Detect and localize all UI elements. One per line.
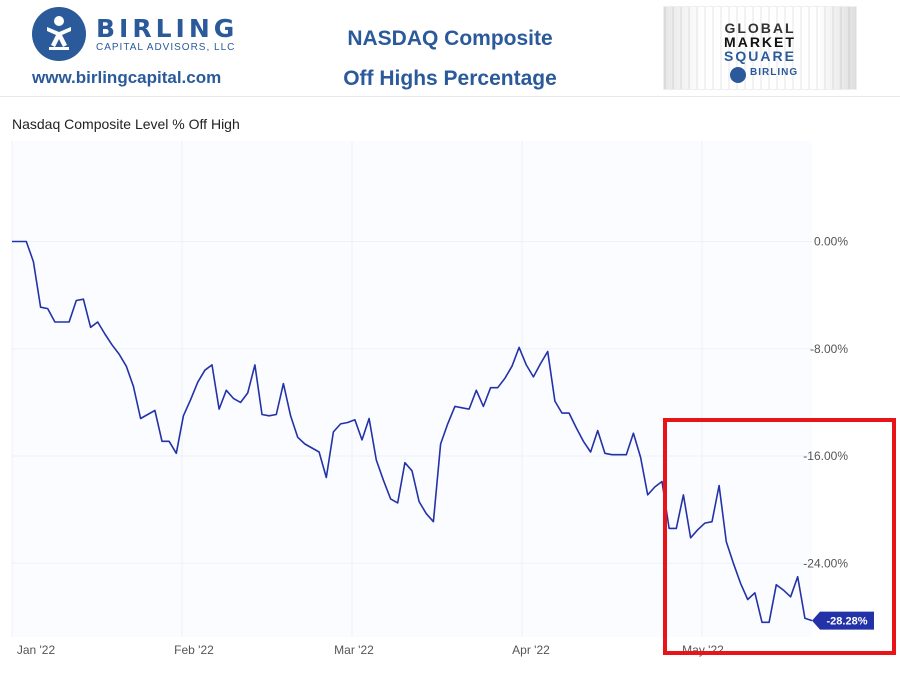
person-logo-icon bbox=[47, 16, 71, 50]
badge-logo-icon bbox=[730, 67, 746, 83]
website-link[interactable]: www.birlingcapital.com bbox=[32, 68, 222, 87]
page-title: NASDAQ Composite bbox=[347, 27, 553, 50]
birling-logo bbox=[32, 7, 86, 61]
y-tick-label: -24.00% bbox=[803, 556, 848, 570]
last-value-flag bbox=[812, 611, 874, 630]
x-tick-label: Jan '22 bbox=[17, 643, 56, 657]
x-tick-label: Mar '22 bbox=[334, 643, 374, 657]
badge-brand: BIRLING bbox=[750, 67, 799, 78]
badge-line-3: SQUARE bbox=[724, 48, 796, 64]
brand-name: BIRLING bbox=[96, 14, 239, 43]
badge-background bbox=[664, 7, 856, 89]
series-line bbox=[12, 240, 813, 624]
y-tick-label: -16.00% bbox=[803, 449, 848, 463]
page-subtitle: Off Highs Percentage bbox=[343, 67, 557, 90]
line-chart: 0.00% -8.00% -16.00% -24.00% Nasdaq Composit… bbox=[11, 116, 874, 657]
x-tick-label: May '22 bbox=[682, 643, 724, 657]
x-tick-label: Apr '22 bbox=[512, 643, 550, 657]
y-tick-label: 0.00% bbox=[814, 235, 848, 249]
x-tick-label: Feb '22 bbox=[174, 643, 214, 657]
last-value-label: -28.28% bbox=[827, 616, 868, 628]
badge-line-2: MARKET bbox=[724, 34, 796, 50]
badge-line-1: GLOBAL bbox=[724, 20, 796, 36]
global-market-square-badge: GLOBAL MARKET SQUARE BIRLING bbox=[663, 6, 857, 90]
header: BIRLING CAPITAL ADVISORS, LLC www.birlin… bbox=[0, 0, 900, 96]
chart-panel: 0.00% -8.00% -16.00% -24.00% Nasdaq Composit… bbox=[0, 96, 900, 678]
y-tick-label: -8.00% bbox=[810, 342, 848, 356]
brand-subtitle: CAPITAL ADVISORS, LLC bbox=[96, 42, 236, 53]
plot-area bbox=[12, 141, 812, 637]
chart-title: Nasdaq Composite Level % Off High bbox=[12, 116, 240, 132]
